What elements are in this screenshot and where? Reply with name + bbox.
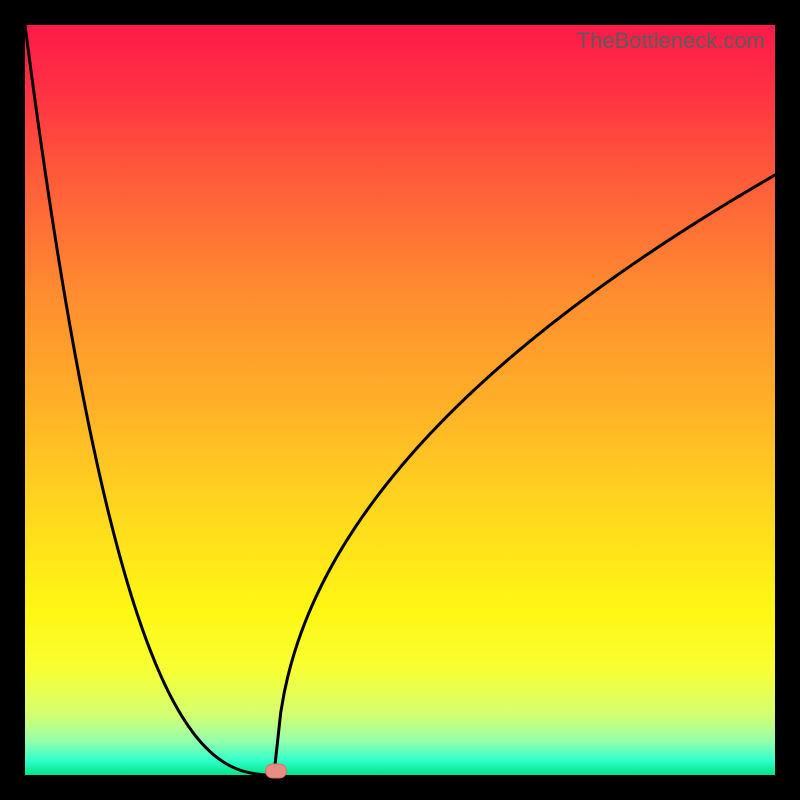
bottleneck-curve — [25, 25, 775, 775]
optimum-marker — [265, 763, 287, 778]
chart-frame: TheBottleneck.com — [0, 0, 800, 800]
watermark-text: TheBottleneck.com — [577, 28, 765, 54]
plot-area — [25, 25, 775, 775]
